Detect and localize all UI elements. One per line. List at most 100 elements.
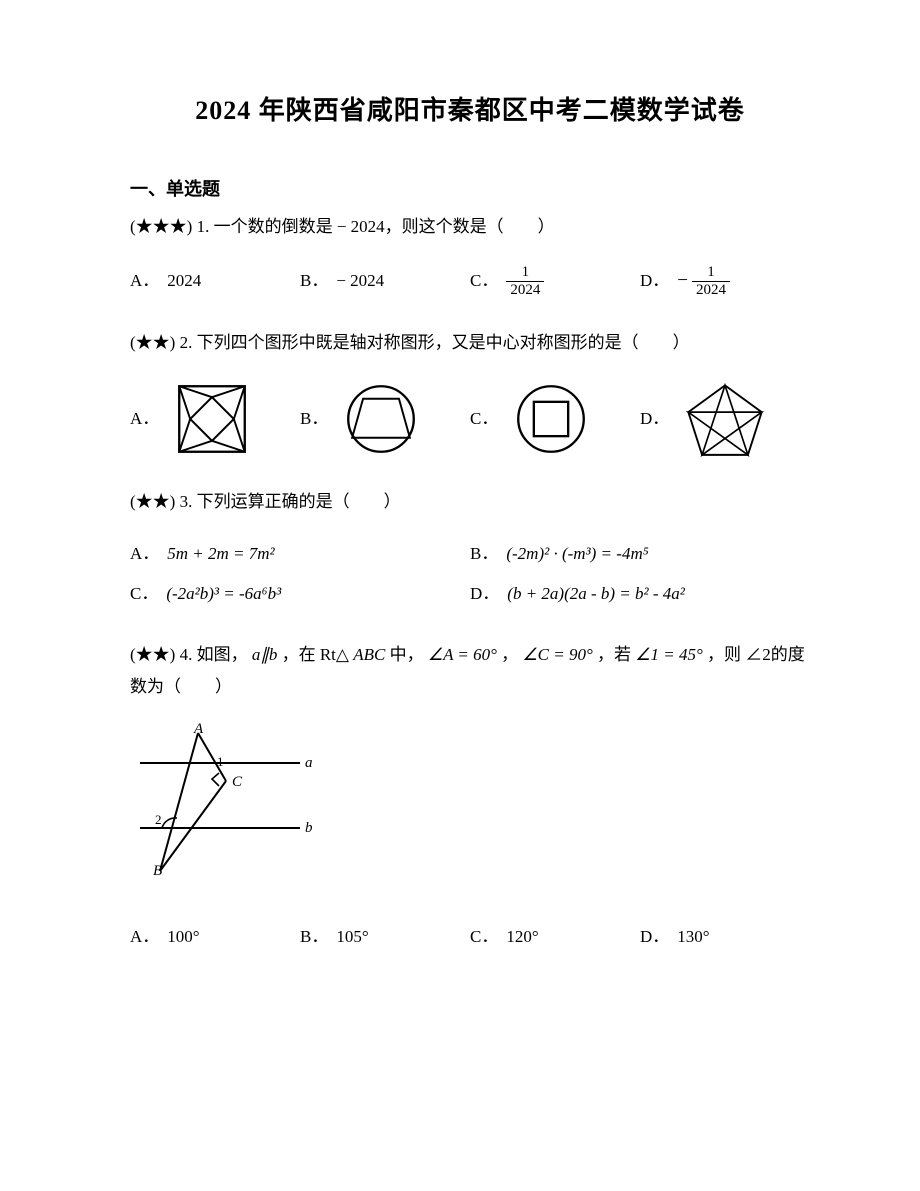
q4-fig-a: a — [305, 755, 313, 771]
q1-d-frac: 1 2024 — [692, 265, 730, 298]
q4-text-3: ，在 Rt△ — [282, 645, 349, 664]
q2-number: 2. — [180, 333, 193, 352]
q4-label-a: A． — [130, 921, 159, 953]
q4-stem: (★★) 4. 如图， a∥b ，在 Rt△ ABC 中， ∠A = 60° ，… — [130, 639, 810, 704]
q1-number: 1. — [197, 217, 210, 236]
question-1: (★★★) 1. 一个数的倒数是 − 2024，则这个数是（ ） A． 2024… — [130, 211, 810, 299]
q4-a-text: 100° — [167, 921, 199, 953]
q4-option-b: B． 105° — [300, 921, 470, 953]
circle-square-icon — [512, 380, 590, 458]
q2-option-b: B． — [300, 380, 470, 458]
q4-text-4: ABC — [353, 645, 385, 664]
q2-text: 下列四个图形中既是轴对称图形，又是中心对称图形的是（ ） — [197, 333, 690, 352]
section-header: 一、单选题 — [130, 175, 810, 201]
q3-option-c: C． (-2a²b)³ = -6a⁶b³ — [130, 578, 470, 610]
q4-figure: A C B a b 1 2 — [130, 723, 810, 889]
q1-option-c: C． 1 2024 — [470, 263, 640, 299]
q1-d-den: 2024 — [692, 282, 730, 298]
q2-stem: (★★) 2. 下列四个图形中既是轴对称图形，又是中心对称图形的是（ ） — [130, 327, 810, 359]
q3-stars: (★★) — [130, 492, 175, 511]
q4-fig-A: A — [193, 723, 204, 737]
q3-options-row2: C． (-2a²b)³ = -6a⁶b³ D． (b + 2a)(2a - b)… — [130, 578, 810, 610]
pinwheel-square-icon — [173, 380, 251, 458]
q3-stem: (★★) 3. 下列运算正确的是（ ） — [130, 486, 810, 518]
question-4: (★★) 4. 如图， a∥b ，在 Rt△ ABC 中， ∠A = 60° ，… — [130, 639, 810, 954]
q4-text-10: ∠1 = 45° — [635, 645, 703, 664]
label-d: D． — [640, 265, 669, 297]
q2-option-c: C． — [470, 380, 640, 458]
q4-label-d: D． — [640, 921, 669, 953]
q4-fig-2: 2 — [155, 812, 162, 827]
q4-text-7: ， — [501, 645, 518, 664]
page-title: 2024 年陕西省咸阳市秦都区中考二模数学试卷 — [130, 90, 810, 127]
q1-d-neg: − — [677, 263, 688, 299]
q3-d-text: (b + 2a)(2a - b) = b² - 4a² — [507, 578, 685, 610]
q4-option-c: C． 120° — [470, 921, 640, 953]
q4-fig-b: b — [305, 820, 313, 836]
exam-page: 2024 年陕西省咸阳市秦都区中考二模数学试卷 一、单选题 (★★★) 1. 一… — [0, 0, 920, 1191]
q4-number: 4. — [180, 645, 193, 664]
q4-fig-C: C — [232, 774, 243, 790]
q2-option-a: A． — [130, 380, 300, 458]
q4-text-5: 中， — [390, 645, 424, 664]
q4-option-d: D． 130° — [640, 921, 810, 953]
q4-fig-B: B — [153, 863, 162, 878]
q4-label-c: C． — [470, 921, 498, 953]
q3-option-d: D． (b + 2a)(2a - b) = b² - 4a² — [470, 578, 810, 610]
q1-c-frac: 1 2024 — [506, 265, 544, 298]
q4-label-b: B． — [300, 921, 328, 953]
q3-b-text: (-2m)² · (-m³) = -4m⁵ — [506, 538, 648, 570]
q1-option-d: D． − 1 2024 — [640, 263, 810, 299]
q2-stars: (★★) — [130, 333, 175, 352]
q4-fig-1: 1 — [217, 754, 224, 769]
q4-text-8: ∠C = 90° — [522, 645, 592, 664]
q1-options: A． 2024 B． − 2024 C． 1 2024 D． − 1 2024 — [130, 263, 810, 299]
circle-trapezoid-icon — [342, 380, 420, 458]
pentagon-star-icon — [683, 380, 767, 458]
label-b: B． — [300, 265, 328, 297]
triangle-parallel-lines-icon: A C B a b 1 2 — [130, 723, 320, 878]
q3-option-b: B． (-2m)² · (-m³) = -4m⁵ — [470, 538, 810, 570]
q3-text: 下列运算正确的是（ ） — [197, 492, 401, 511]
q3-label-c: C． — [130, 578, 158, 610]
q4-text-6: ∠A = 60° — [428, 645, 497, 664]
q4-text-11: ，则 — [707, 645, 741, 664]
q3-option-a: A． 5m + 2m = 7m² — [130, 538, 470, 570]
q1-c-num: 1 — [506, 265, 544, 282]
q3-options-row1: A． 5m + 2m = 7m² B． (-2m)² · (-m³) = -4m… — [130, 538, 810, 570]
q2-a-label: A． — [130, 403, 159, 435]
q3-label-a: A． — [130, 538, 159, 570]
q1-option-a: A． 2024 — [130, 263, 300, 299]
q2-options: A． B． — [130, 380, 810, 458]
label-c: C． — [470, 265, 498, 297]
q3-label-b: B． — [470, 538, 498, 570]
q4-d-text: 130° — [677, 921, 709, 953]
q4-c-text: 120° — [506, 921, 538, 953]
q1-a-text: 2024 — [167, 265, 201, 297]
question-2: (★★) 2. 下列四个图形中既是轴对称图形，又是中心对称图形的是（ ） A． — [130, 327, 810, 457]
q1-b-text: − 2024 — [336, 265, 384, 297]
q2-option-d: D． — [640, 380, 810, 458]
q2-b-label: B． — [300, 403, 328, 435]
q4-text-9: ，若 — [597, 645, 631, 664]
q1-text: 一个数的倒数是 − 2024，则这个数是（ ） — [214, 217, 555, 236]
q3-c-text: (-2a²b)³ = -6a⁶b³ — [166, 578, 281, 610]
q4-b-text: 105° — [336, 921, 368, 953]
q1-option-b: B． − 2024 — [300, 263, 470, 299]
q3-label-d: D． — [470, 578, 499, 610]
q4-options: A． 100° B． 105° C． 120° D． 130° — [130, 921, 810, 953]
label-a: A． — [130, 265, 159, 297]
q1-c-den: 2024 — [506, 282, 544, 298]
q4-text-2: a∥b — [252, 645, 278, 664]
q1-stars: (★★★) — [130, 217, 192, 236]
q2-c-label: C． — [470, 403, 498, 435]
q4-stars: (★★) — [130, 645, 175, 664]
q2-d-label: D． — [640, 403, 669, 435]
q3-a-text: 5m + 2m = 7m² — [167, 538, 274, 570]
q4-option-a: A． 100° — [130, 921, 300, 953]
q3-number: 3. — [180, 492, 193, 511]
q1-d-num: 1 — [692, 265, 730, 282]
q4-text-1: 如图， — [197, 645, 248, 664]
question-3: (★★) 3. 下列运算正确的是（ ） A． 5m + 2m = 7m² B． … — [130, 486, 810, 611]
q1-stem: (★★★) 1. 一个数的倒数是 − 2024，则这个数是（ ） — [130, 211, 810, 243]
